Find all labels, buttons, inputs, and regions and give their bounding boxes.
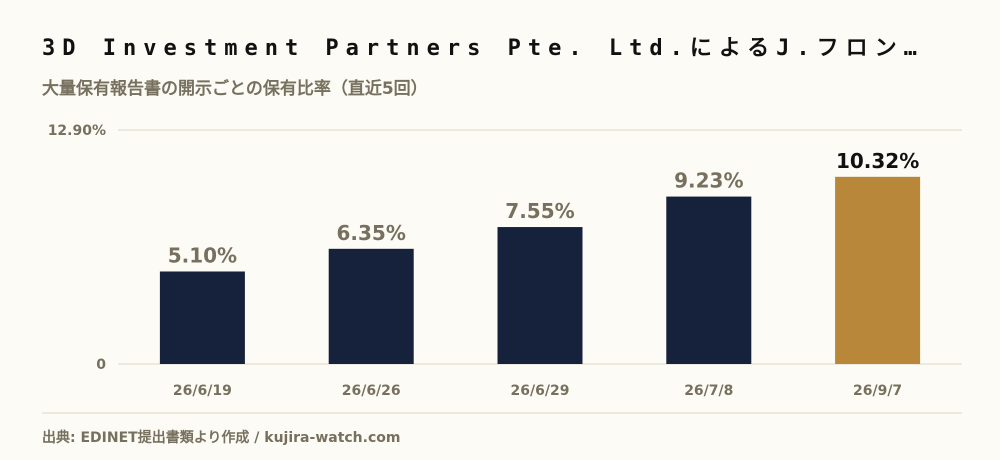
bar — [835, 176, 921, 364]
bar — [666, 196, 752, 364]
x-tick-label: 26/6/19 — [173, 383, 232, 399]
data-label: 10.32% — [836, 149, 919, 173]
y-tick-label: 0 — [96, 357, 106, 373]
bar — [159, 271, 245, 364]
bar — [328, 248, 414, 364]
x-tick-label: 26/7/8 — [684, 383, 733, 399]
source-note: 出典: EDINET提出書類より作成 / kujira-watch.com — [42, 430, 401, 446]
x-tick-label: 26/6/26 — [342, 383, 401, 399]
data-label: 7.55% — [505, 199, 574, 223]
bar — [497, 227, 583, 364]
data-label: 9.23% — [674, 169, 743, 193]
x-tick-label: 26/9/7 — [853, 383, 902, 399]
x-tick-label: 26/6/29 — [511, 383, 570, 399]
data-label: 6.35% — [337, 221, 406, 245]
chart-subtitle: 大量保有報告書の開示ごとの保有比率（直近5回） — [42, 79, 428, 99]
data-label: 5.10% — [168, 243, 237, 267]
y-tick-label: 12.90% — [48, 123, 106, 139]
